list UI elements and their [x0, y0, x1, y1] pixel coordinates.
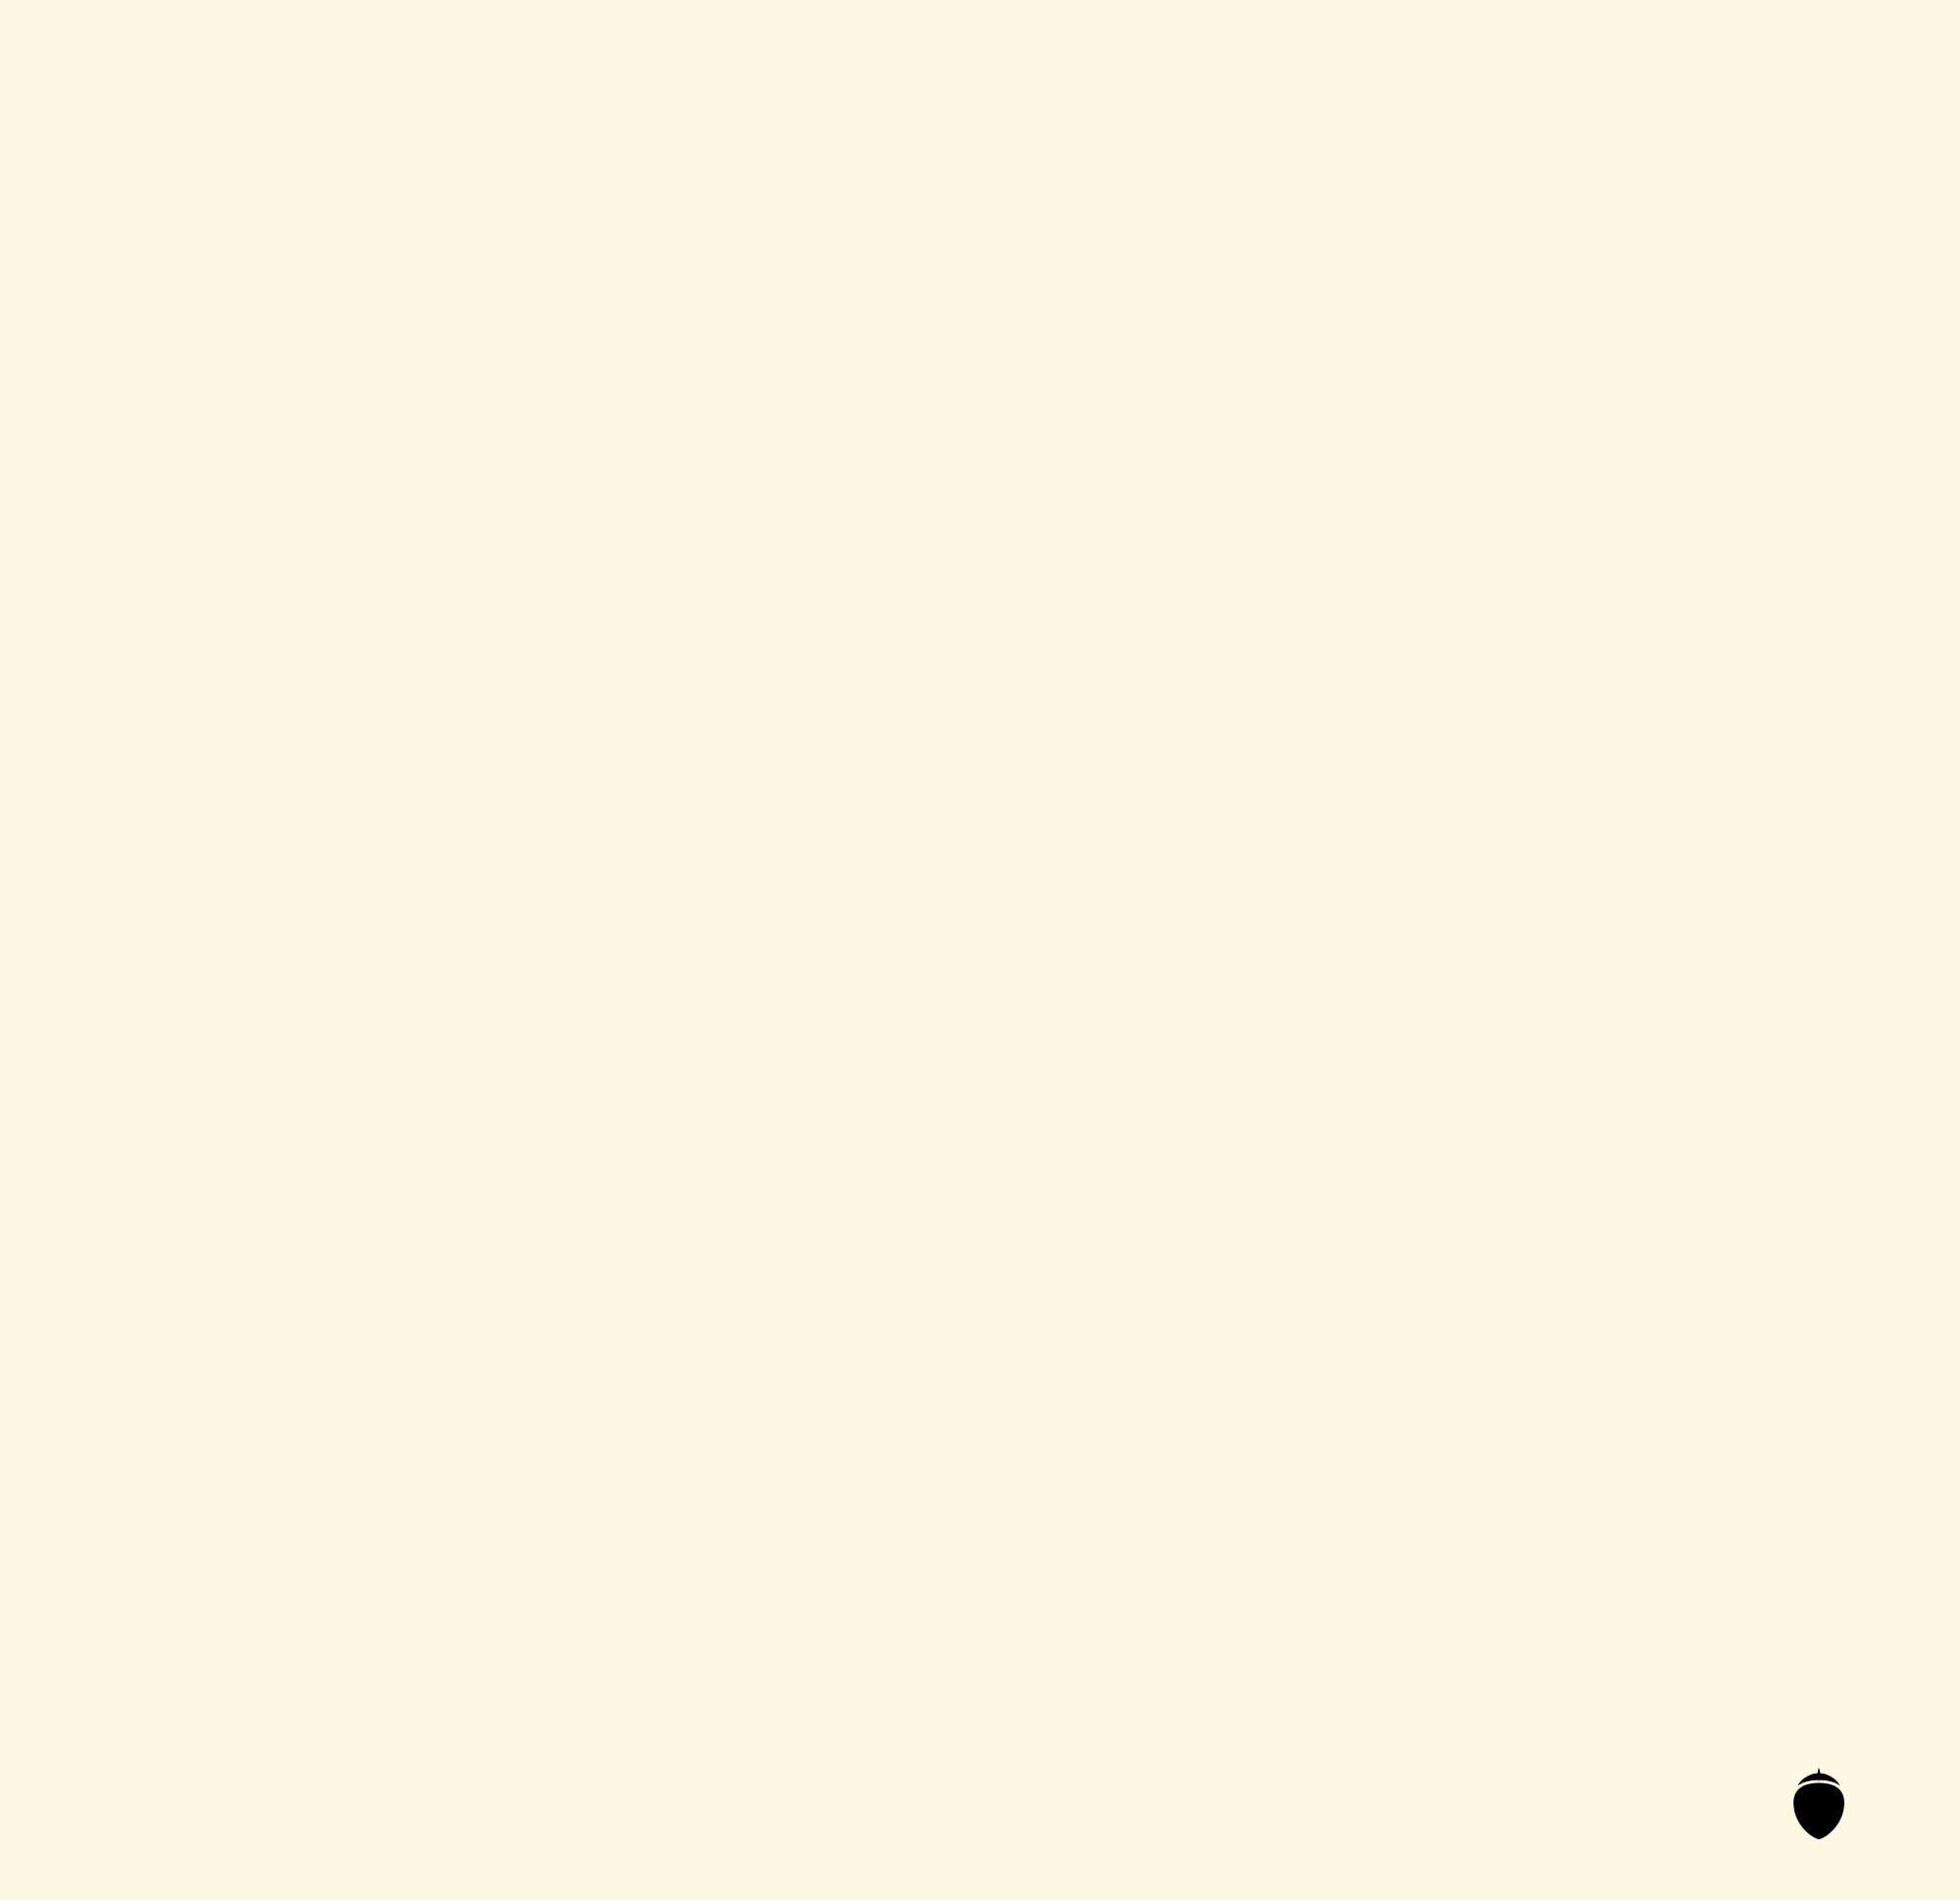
infographic-canvas — [0, 0, 1960, 1900]
cycle-diagram — [0, 0, 1960, 1900]
acorn-icon — [1784, 1763, 1854, 1841]
brand-logo — [1784, 1763, 1872, 1841]
